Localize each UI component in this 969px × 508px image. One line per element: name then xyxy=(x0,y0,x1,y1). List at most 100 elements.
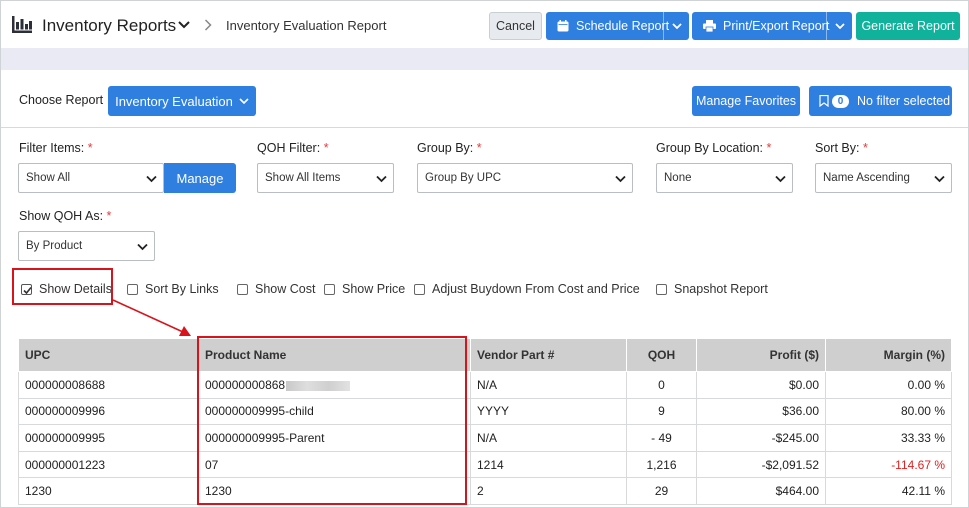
group-by-label: Group By: * xyxy=(417,141,482,155)
sort-by-label: Sort By: * xyxy=(815,141,868,155)
filter-items-select[interactable]: Show All xyxy=(18,163,164,193)
filter-status-text: No filter selected xyxy=(857,94,951,108)
checkbox-unchecked-icon xyxy=(656,283,667,295)
manage-favorites-button[interactable]: Manage Favorites xyxy=(692,86,800,116)
cell-qoh: 9 xyxy=(626,397,697,426)
product-name-text: 000000000868 xyxy=(205,377,286,392)
report-type-dropdown[interactable]: Inventory Evaluation xyxy=(108,86,256,116)
annotation-highlight-product-name xyxy=(197,336,467,505)
cell-profit: $0.00 xyxy=(696,371,826,399)
cell-product-name: 000000000868 xyxy=(198,371,471,399)
cell-vendor-part: N/A xyxy=(470,424,627,452)
group-by-label-text: Group By: xyxy=(417,141,474,155)
cell-upc: 000000009996 xyxy=(18,397,199,426)
filter-count-badge: 0 xyxy=(832,94,849,108)
required-marker: * xyxy=(323,141,329,155)
print-export-options-toggle[interactable] xyxy=(826,12,852,40)
cell-product-name: 000000009995-child xyxy=(198,397,471,426)
schedule-options-toggle[interactable] xyxy=(663,12,689,40)
cell-upc: 000000009995 xyxy=(18,424,199,452)
choose-report-label: Choose Report xyxy=(19,93,104,107)
snapshot-report-checkbox[interactable]: Snapshot Report xyxy=(656,282,768,296)
header-band xyxy=(1,48,968,70)
schedule-report-label: Schedule Report xyxy=(576,19,670,33)
column-header-margin[interactable]: Margin (%) xyxy=(825,338,952,372)
qoh-filter-label: QOH Filter: * xyxy=(257,141,329,155)
generate-report-button[interactable]: Generate Report xyxy=(856,12,960,40)
required-marker: * xyxy=(87,141,93,155)
checkbox-unchecked-icon xyxy=(414,283,425,295)
print-export-label: Print/Export Report xyxy=(723,19,830,33)
cell-profit: $464.00 xyxy=(696,477,826,505)
sort-by-value: Name Ascending xyxy=(823,172,910,184)
cell-margin: 33.33 % xyxy=(825,424,952,452)
filter-status-button[interactable]: 0 No filter selected xyxy=(809,86,952,116)
chevron-down-icon[interactable] xyxy=(178,21,190,29)
filter-items-value: Show All xyxy=(26,172,71,184)
column-header-product-name[interactable]: Product Name xyxy=(198,338,471,372)
column-header-vendor-part[interactable]: Vendor Part # xyxy=(470,338,627,372)
print-export-button[interactable]: Print/Export Report xyxy=(692,12,852,40)
chevron-down-icon xyxy=(671,22,682,29)
cell-qoh: 1,216 xyxy=(626,450,697,479)
cell-qoh: - 49 xyxy=(626,424,697,452)
chevron-down-icon xyxy=(239,97,249,104)
required-marker: * xyxy=(766,141,772,155)
qoh-filter-label-text: QOH Filter: xyxy=(257,141,321,155)
cell-margin: 42.11 % xyxy=(825,477,952,505)
show-price-checkbox[interactable]: Show Price xyxy=(324,282,405,296)
show-qoh-as-select[interactable]: By Product xyxy=(18,231,155,261)
redacted-text-block xyxy=(286,380,351,391)
show-details-checkbox[interactable]: Show Details xyxy=(21,282,112,296)
chevron-down-icon xyxy=(934,175,945,183)
sort-by-links-label: Sort By Links xyxy=(145,282,219,296)
qoh-filter-select[interactable]: Show All Items xyxy=(257,163,394,193)
inventory-evaluation-table: UPC Product Name Vendor Part # QOH Profi… xyxy=(18,338,952,505)
cell-qoh: 0 xyxy=(626,371,697,399)
checkbox-unchecked-icon xyxy=(127,283,138,295)
sort-by-select[interactable]: Name Ascending xyxy=(815,163,952,193)
chevron-down-icon xyxy=(376,175,387,183)
qoh-filter-value: Show All Items xyxy=(265,172,341,184)
bookmark-icon xyxy=(819,95,829,107)
table-row: 000000009995 000000009995-Parent N/A - 4… xyxy=(18,424,952,452)
column-header-profit[interactable]: Profit ($) xyxy=(696,338,826,372)
show-qoh-as-value: By Product xyxy=(26,240,83,252)
section-divider xyxy=(1,127,968,128)
manage-filter-items-button[interactable]: Manage xyxy=(164,163,236,193)
show-qoh-as-label-text: Show QOH As: xyxy=(19,209,104,223)
table-row: 1230 1230 2 29 $464.00 42.11 % xyxy=(18,477,952,505)
cell-product-name: 000000009995-Parent xyxy=(198,424,471,452)
adjust-buydown-checkbox[interactable]: Adjust Buydown From Cost and Price xyxy=(414,282,640,296)
chevron-down-icon xyxy=(775,175,786,183)
show-cost-checkbox[interactable]: Show Cost xyxy=(237,282,315,296)
cell-margin: 0.00 % xyxy=(825,371,952,399)
cell-profit: -$245.00 xyxy=(696,424,826,452)
cell-margin: 80.00 % xyxy=(825,397,952,426)
sort-by-label-text: Sort By: xyxy=(815,141,860,155)
cell-qoh: 29 xyxy=(626,477,697,505)
group-by-location-select[interactable]: None xyxy=(656,163,793,193)
group-by-select[interactable]: Group By UPC xyxy=(417,163,633,193)
cell-vendor-part: 2 xyxy=(470,477,627,505)
sort-by-links-checkbox[interactable]: Sort By Links xyxy=(127,282,219,296)
cell-upc: 000000001223 xyxy=(18,450,199,479)
group-by-location-value: None xyxy=(664,172,692,184)
table-row: 000000008688 000000000868 N/A 0 $0.00 0.… xyxy=(18,371,952,399)
cell-profit: -$2,091.52 xyxy=(696,450,826,479)
cancel-button[interactable]: Cancel xyxy=(489,12,542,40)
column-header-qoh[interactable]: QOH xyxy=(626,338,697,372)
cell-product-name: 07 xyxy=(198,450,471,479)
checkbox-unchecked-icon xyxy=(237,283,248,295)
column-header-upc[interactable]: UPC xyxy=(18,338,199,372)
chevron-down-icon xyxy=(615,175,626,183)
app-title: Inventory Reports xyxy=(42,16,177,35)
required-marker: * xyxy=(106,209,112,223)
annotation-highlight-show-details xyxy=(12,268,113,305)
chevron-down-icon xyxy=(834,22,845,29)
group-by-location-label: Group By Location: * xyxy=(656,141,771,155)
group-by-location-label-text: Group By Location: xyxy=(656,141,764,155)
breadcrumb: Inventory Evaluation Report xyxy=(226,18,387,33)
schedule-report-button[interactable]: Schedule Report xyxy=(546,12,689,40)
